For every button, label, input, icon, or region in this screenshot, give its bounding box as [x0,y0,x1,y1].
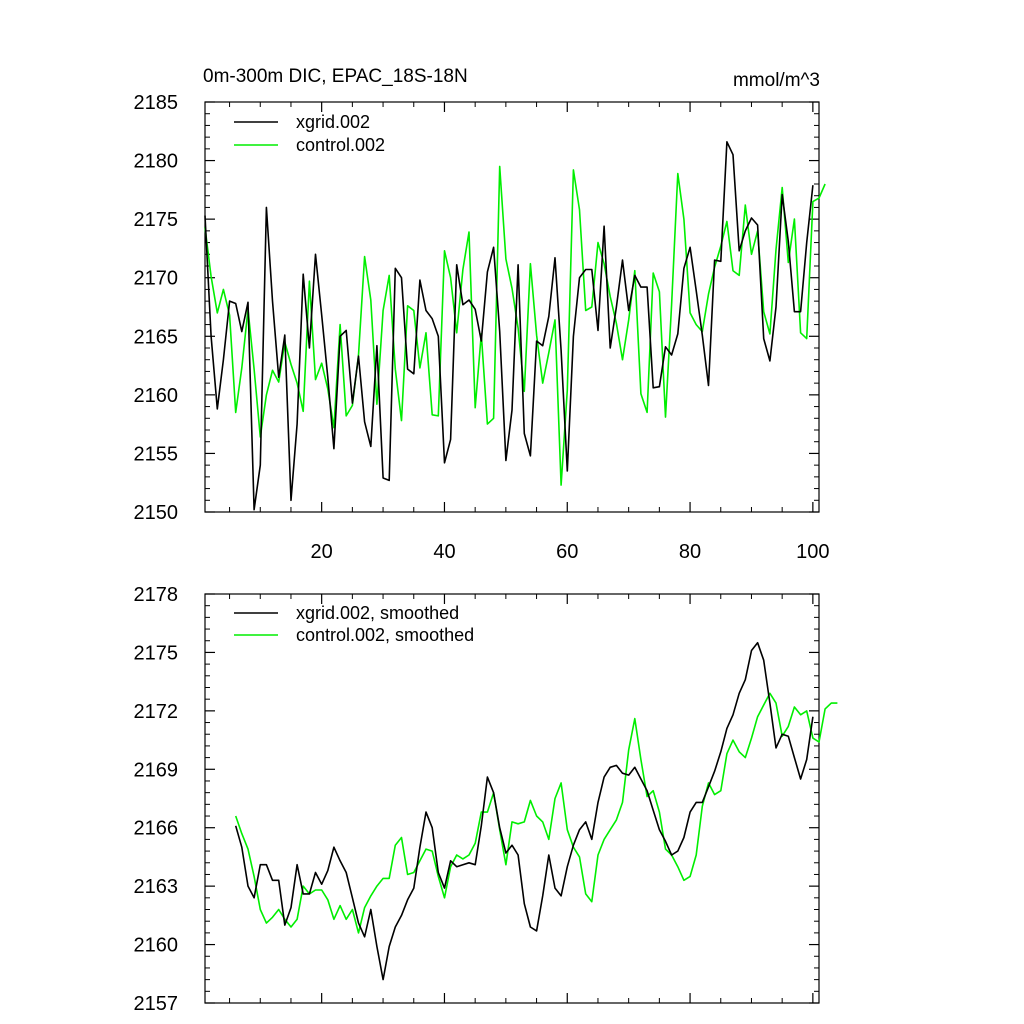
plot-frame [204,593,820,1004]
y-tick-label: 2185 [134,92,179,114]
x-tick-label: 80 [679,541,701,563]
plot-frame [204,101,820,513]
y-tick-label: 2166 [134,818,179,840]
x-tick-label: 60 [556,541,578,563]
y-tick-label: 2160 [134,385,179,407]
y-tick-label: 2175 [134,209,179,231]
y-tick-label: 2165 [134,326,179,348]
y-tick-label: 2180 [134,151,179,173]
top-legend: xgrid.002 control.002 [234,112,385,155]
y-tick-label: 2169 [134,759,179,781]
y-tick-label: 2150 [134,502,179,524]
y-tick-label: 2160 [134,935,179,957]
y-tick-label: 2178 [134,584,179,606]
legend-label-xgrid-smoothed: xgrid.002, smoothed [296,603,459,623]
y-tick-label: 2155 [134,443,179,465]
units-label: mmol/m^3 [733,70,820,91]
y-tick-label: 2170 [134,268,179,290]
legend-label-xgrid: xgrid.002 [296,112,370,132]
bottom-plot-area: 2157 2160 2163 2166 2169 2172 2175 2178 [134,584,838,1015]
legend-label-control: control.002 [296,135,385,155]
top-plot-area: 2150 2155 2160 2165 2170 2175 2180 2185 20 40 60 80… [134,92,830,563]
x-tick-label: 40 [433,541,455,563]
chart-title: 0m-300m DIC, EPAC_18S-18N [203,66,468,87]
y-tick-label: 2157 [134,993,179,1015]
bottom-panel: 2157 2160 2163 2166 2169 2172 2175 2178 xgrid.0… [134,584,838,1015]
y-tick-label: 2172 [134,701,179,723]
legend-label-control-smoothed: control.002, smoothed [296,625,474,645]
top-panel: 0m-300m DIC, EPAC_18S-18N mmol/m^3 21502… [134,66,830,563]
x-tick-label: 20 [311,541,333,563]
x-tick-label: 100 [796,541,829,563]
y-tick-label: 2175 [134,642,179,664]
series-line-xgrid-002 [204,141,814,511]
y-tick-label: 2163 [134,876,179,898]
bottom-legend: xgrid.002, smoothed control.002, smoothe… [234,603,474,645]
series-line-control-002-smoothed [234,692,838,934]
series-line-xgrid-002-smoothed [234,641,814,981]
